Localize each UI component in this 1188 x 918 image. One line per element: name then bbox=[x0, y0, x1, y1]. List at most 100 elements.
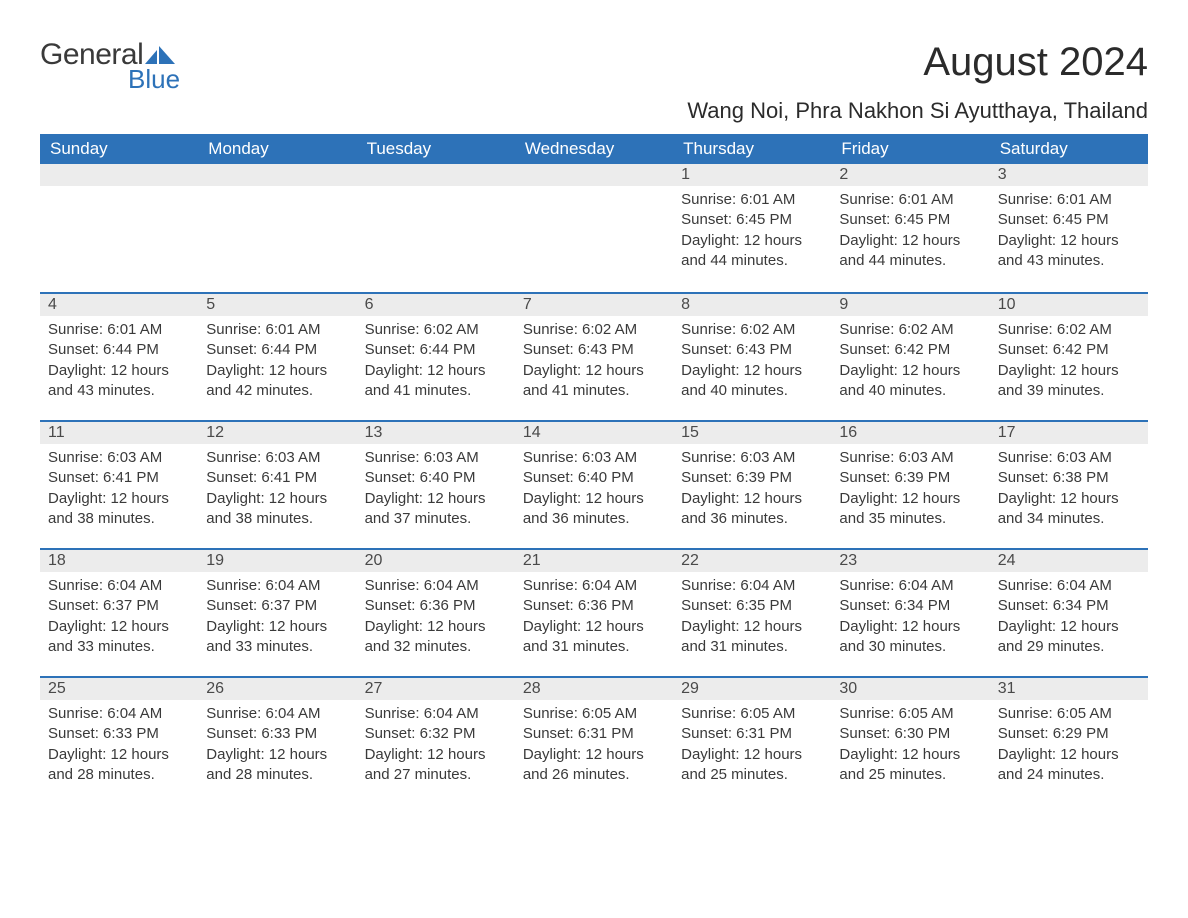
calendar-cell: 8Sunrise: 6:02 AMSunset: 6:43 PMDaylight… bbox=[673, 292, 831, 420]
day-details: Sunrise: 6:03 AMSunset: 6:40 PMDaylight:… bbox=[357, 444, 515, 543]
sunset-text: Sunset: 6:36 PM bbox=[523, 596, 665, 616]
day-number: 14 bbox=[515, 420, 673, 444]
day-details: Sunrise: 6:03 AMSunset: 6:39 PMDaylight:… bbox=[831, 444, 989, 543]
daylight-text: Daylight: 12 hours and 42 minutes. bbox=[206, 361, 348, 402]
daylight-text: Daylight: 12 hours and 41 minutes. bbox=[523, 361, 665, 402]
week-row: 1Sunrise: 6:01 AMSunset: 6:45 PMDaylight… bbox=[40, 164, 1148, 292]
day-number: 29 bbox=[673, 676, 831, 700]
sunrise-text: Sunrise: 6:02 AM bbox=[839, 320, 981, 340]
page-title: August 2024 bbox=[923, 40, 1148, 85]
sunset-text: Sunset: 6:36 PM bbox=[365, 596, 507, 616]
sunrise-text: Sunrise: 6:03 AM bbox=[681, 448, 823, 468]
daylight-text: Daylight: 12 hours and 43 minutes. bbox=[48, 361, 190, 402]
calendar-cell: 14Sunrise: 6:03 AMSunset: 6:40 PMDayligh… bbox=[515, 420, 673, 548]
calendar-cell: 13Sunrise: 6:03 AMSunset: 6:40 PMDayligh… bbox=[357, 420, 515, 548]
daylight-text: Daylight: 12 hours and 31 minutes. bbox=[523, 617, 665, 658]
sunset-text: Sunset: 6:45 PM bbox=[839, 210, 981, 230]
daylight-text: Daylight: 12 hours and 36 minutes. bbox=[523, 489, 665, 530]
sunset-text: Sunset: 6:41 PM bbox=[48, 468, 190, 488]
sunrise-text: Sunrise: 6:04 AM bbox=[206, 704, 348, 724]
calendar-cell bbox=[198, 164, 356, 292]
daylight-text: Daylight: 12 hours and 26 minutes. bbox=[523, 745, 665, 786]
day-details: Sunrise: 6:03 AMSunset: 6:41 PMDaylight:… bbox=[40, 444, 198, 543]
sunset-text: Sunset: 6:45 PM bbox=[681, 210, 823, 230]
daylight-text: Daylight: 12 hours and 28 minutes. bbox=[48, 745, 190, 786]
calendar-cell: 27Sunrise: 6:04 AMSunset: 6:32 PMDayligh… bbox=[357, 676, 515, 804]
day-number: 10 bbox=[990, 292, 1148, 316]
sunrise-text: Sunrise: 6:04 AM bbox=[365, 576, 507, 596]
sunset-text: Sunset: 6:40 PM bbox=[365, 468, 507, 488]
day-details: Sunrise: 6:04 AMSunset: 6:36 PMDaylight:… bbox=[357, 572, 515, 671]
sunset-text: Sunset: 6:33 PM bbox=[206, 724, 348, 744]
week-row: 25Sunrise: 6:04 AMSunset: 6:33 PMDayligh… bbox=[40, 676, 1148, 804]
calendar-cell: 12Sunrise: 6:03 AMSunset: 6:41 PMDayligh… bbox=[198, 420, 356, 548]
day-number: 1 bbox=[673, 164, 831, 186]
day-number: 7 bbox=[515, 292, 673, 316]
calendar-cell: 22Sunrise: 6:04 AMSunset: 6:35 PMDayligh… bbox=[673, 548, 831, 676]
day-details: Sunrise: 6:02 AMSunset: 6:44 PMDaylight:… bbox=[357, 316, 515, 415]
daylight-text: Daylight: 12 hours and 43 minutes. bbox=[998, 231, 1140, 272]
day-number: 8 bbox=[673, 292, 831, 316]
day-details: Sunrise: 6:04 AMSunset: 6:34 PMDaylight:… bbox=[831, 572, 989, 671]
daylight-text: Daylight: 12 hours and 44 minutes. bbox=[839, 231, 981, 272]
day-number: 22 bbox=[673, 548, 831, 572]
day-number: 25 bbox=[40, 676, 198, 700]
sunrise-text: Sunrise: 6:02 AM bbox=[365, 320, 507, 340]
location-subtitle: Wang Noi, Phra Nakhon Si Ayutthaya, Thai… bbox=[40, 98, 1148, 124]
day-details: Sunrise: 6:03 AMSunset: 6:40 PMDaylight:… bbox=[515, 444, 673, 543]
calendar-cell: 9Sunrise: 6:02 AMSunset: 6:42 PMDaylight… bbox=[831, 292, 989, 420]
daylight-text: Daylight: 12 hours and 32 minutes. bbox=[365, 617, 507, 658]
day-header: Thursday bbox=[673, 134, 831, 164]
sunset-text: Sunset: 6:43 PM bbox=[523, 340, 665, 360]
calendar-cell: 17Sunrise: 6:03 AMSunset: 6:38 PMDayligh… bbox=[990, 420, 1148, 548]
calendar-cell: 6Sunrise: 6:02 AMSunset: 6:44 PMDaylight… bbox=[357, 292, 515, 420]
day-header: Sunday bbox=[40, 134, 198, 164]
calendar-cell: 29Sunrise: 6:05 AMSunset: 6:31 PMDayligh… bbox=[673, 676, 831, 804]
sunrise-text: Sunrise: 6:03 AM bbox=[206, 448, 348, 468]
day-header-row: SundayMondayTuesdayWednesdayThursdayFrid… bbox=[40, 134, 1148, 164]
calendar-cell: 21Sunrise: 6:04 AMSunset: 6:36 PMDayligh… bbox=[515, 548, 673, 676]
day-number: 18 bbox=[40, 548, 198, 572]
day-number: 15 bbox=[673, 420, 831, 444]
sunset-text: Sunset: 6:32 PM bbox=[365, 724, 507, 744]
daylight-text: Daylight: 12 hours and 33 minutes. bbox=[206, 617, 348, 658]
logo-text-blue: Blue bbox=[128, 66, 180, 92]
calendar-cell: 11Sunrise: 6:03 AMSunset: 6:41 PMDayligh… bbox=[40, 420, 198, 548]
daylight-text: Daylight: 12 hours and 35 minutes. bbox=[839, 489, 981, 530]
daylight-text: Daylight: 12 hours and 28 minutes. bbox=[206, 745, 348, 786]
daylight-text: Daylight: 12 hours and 34 minutes. bbox=[998, 489, 1140, 530]
sunrise-text: Sunrise: 6:04 AM bbox=[365, 704, 507, 724]
calendar-cell: 16Sunrise: 6:03 AMSunset: 6:39 PMDayligh… bbox=[831, 420, 989, 548]
day-number: 26 bbox=[198, 676, 356, 700]
calendar-cell: 10Sunrise: 6:02 AMSunset: 6:42 PMDayligh… bbox=[990, 292, 1148, 420]
daylight-text: Daylight: 12 hours and 44 minutes. bbox=[681, 231, 823, 272]
daylight-text: Daylight: 12 hours and 24 minutes. bbox=[998, 745, 1140, 786]
sunset-text: Sunset: 6:44 PM bbox=[48, 340, 190, 360]
day-details: Sunrise: 6:02 AMSunset: 6:42 PMDaylight:… bbox=[831, 316, 989, 415]
day-details: Sunrise: 6:04 AMSunset: 6:37 PMDaylight:… bbox=[40, 572, 198, 671]
daylight-text: Daylight: 12 hours and 25 minutes. bbox=[839, 745, 981, 786]
day-number: 30 bbox=[831, 676, 989, 700]
sunrise-text: Sunrise: 6:02 AM bbox=[523, 320, 665, 340]
sunrise-text: Sunrise: 6:03 AM bbox=[839, 448, 981, 468]
day-number: 28 bbox=[515, 676, 673, 700]
day-details: Sunrise: 6:02 AMSunset: 6:42 PMDaylight:… bbox=[990, 316, 1148, 415]
day-number: 6 bbox=[357, 292, 515, 316]
day-header: Monday bbox=[198, 134, 356, 164]
day-details: Sunrise: 6:01 AMSunset: 6:45 PMDaylight:… bbox=[673, 186, 831, 285]
sunrise-text: Sunrise: 6:03 AM bbox=[365, 448, 507, 468]
daylight-text: Daylight: 12 hours and 39 minutes. bbox=[998, 361, 1140, 402]
week-row: 4Sunrise: 6:01 AMSunset: 6:44 PMDaylight… bbox=[40, 292, 1148, 420]
day-number: 3 bbox=[990, 164, 1148, 186]
calendar-cell bbox=[40, 164, 198, 292]
daylight-text: Daylight: 12 hours and 29 minutes. bbox=[998, 617, 1140, 658]
sunrise-text: Sunrise: 6:04 AM bbox=[998, 576, 1140, 596]
day-details: Sunrise: 6:01 AMSunset: 6:45 PMDaylight:… bbox=[990, 186, 1148, 285]
daylight-text: Daylight: 12 hours and 41 minutes. bbox=[365, 361, 507, 402]
calendar: SundayMondayTuesdayWednesdayThursdayFrid… bbox=[40, 134, 1148, 804]
calendar-cell: 20Sunrise: 6:04 AMSunset: 6:36 PMDayligh… bbox=[357, 548, 515, 676]
calendar-cell: 3Sunrise: 6:01 AMSunset: 6:45 PMDaylight… bbox=[990, 164, 1148, 292]
day-details: Sunrise: 6:04 AMSunset: 6:33 PMDaylight:… bbox=[198, 700, 356, 799]
calendar-cell: 23Sunrise: 6:04 AMSunset: 6:34 PMDayligh… bbox=[831, 548, 989, 676]
sunset-text: Sunset: 6:45 PM bbox=[998, 210, 1140, 230]
